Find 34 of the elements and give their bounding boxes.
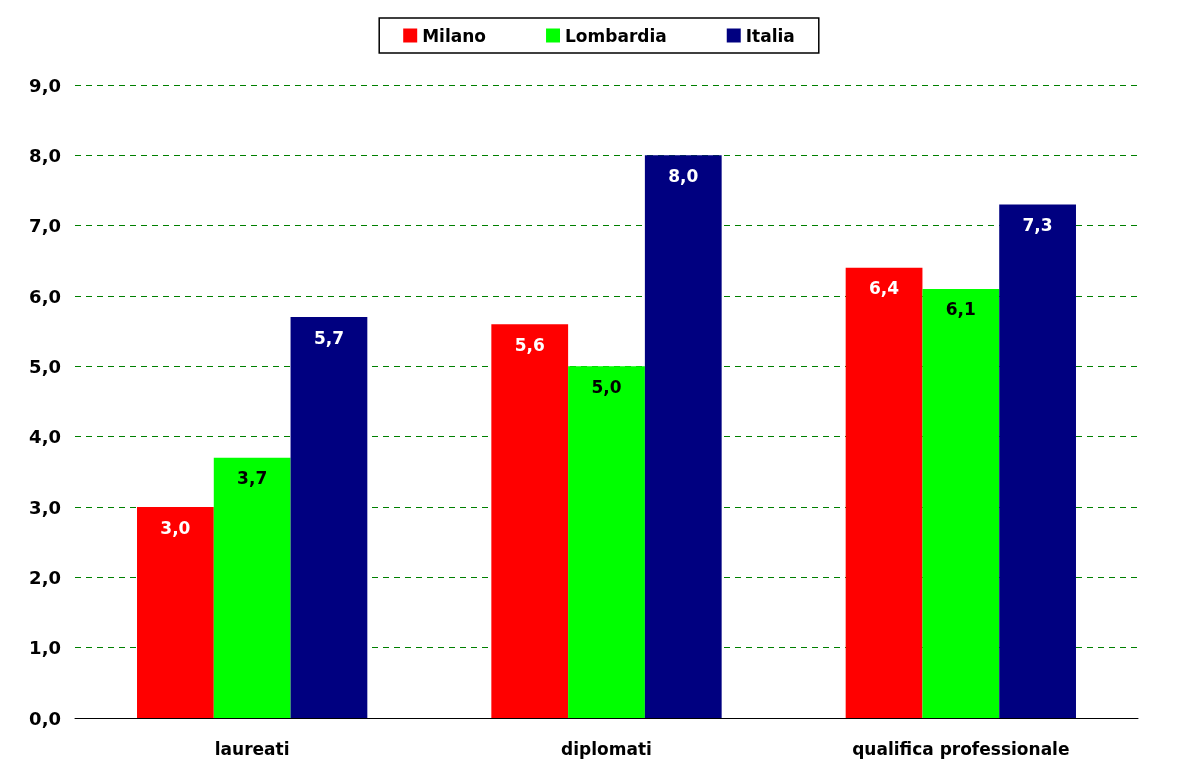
y-tick-label: 4,0 [29, 426, 61, 448]
y-tick-label: 1,0 [29, 637, 61, 659]
y-tick-label: 6,0 [29, 285, 61, 307]
bar [213, 457, 291, 718]
legend-label: Lombardia [565, 25, 667, 46]
bar [491, 324, 569, 718]
data-label: 6,4 [869, 278, 900, 299]
data-label: 3,7 [237, 468, 268, 489]
data-label: 7,3 [1022, 215, 1053, 236]
data-label: 5,0 [591, 376, 622, 397]
x-tick-label: diplomati [561, 738, 652, 759]
x-tick-label: laureati [214, 738, 290, 759]
x-tick-label: qualifica professionale [852, 738, 1070, 759]
bar [922, 288, 1000, 718]
y-tick-label: 9,0 [29, 74, 61, 96]
data-label: 6,1 [945, 299, 976, 320]
data-label: 5,6 [514, 334, 545, 355]
bar [568, 366, 645, 718]
bar [999, 204, 1076, 718]
legend-label: Italia [745, 25, 795, 46]
bar [845, 267, 923, 718]
bar [137, 507, 214, 718]
y-tick-label: 8,0 [29, 144, 61, 166]
y-tick-label: 2,0 [29, 566, 61, 588]
legend-label: Milano [422, 25, 487, 46]
y-tick-label: 0,0 [29, 707, 61, 729]
data-label: 3,0 [160, 517, 191, 538]
y-tick-label: 7,0 [29, 215, 61, 237]
bar [290, 317, 368, 718]
bar [644, 155, 722, 718]
data-label: 8,0 [668, 165, 699, 186]
y-tick-label: 3,0 [29, 496, 61, 518]
y-tick-label: 5,0 [29, 355, 61, 377]
data-label: 5,7 [313, 327, 344, 348]
